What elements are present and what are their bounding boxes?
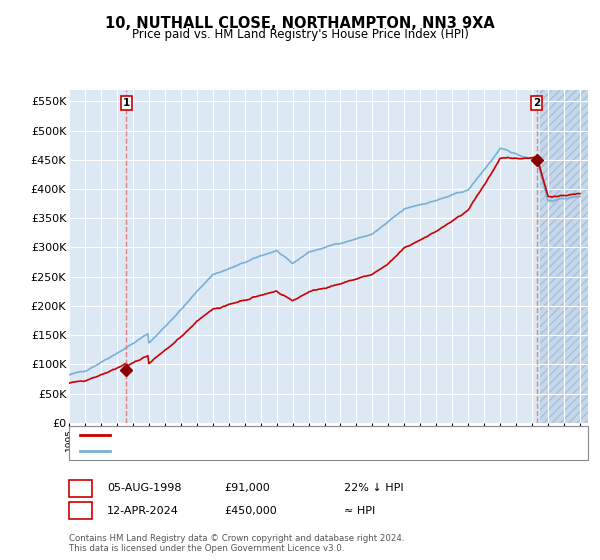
Text: 1: 1 <box>123 98 130 108</box>
Bar <box>540 90 588 423</box>
Text: 10, NUTHALL CLOSE, NORTHAMPTON, NN3 9XA (detached house): 10, NUTHALL CLOSE, NORTHAMPTON, NN3 9XA … <box>115 430 441 440</box>
Text: HPI: Average price, detached house, West Northamptonshire: HPI: Average price, detached house, West… <box>115 446 417 456</box>
Text: £91,000: £91,000 <box>224 483 269 493</box>
Text: 2: 2 <box>533 98 540 108</box>
Text: 10, NUTHALL CLOSE, NORTHAMPTON, NN3 9XA: 10, NUTHALL CLOSE, NORTHAMPTON, NN3 9XA <box>105 16 495 31</box>
Text: ≈ HPI: ≈ HPI <box>344 506 375 516</box>
Text: Price paid vs. HM Land Registry's House Price Index (HPI): Price paid vs. HM Land Registry's House … <box>131 28 469 41</box>
Text: 12-APR-2024: 12-APR-2024 <box>107 506 179 516</box>
Text: 2: 2 <box>77 506 84 516</box>
Text: 1: 1 <box>77 483 84 493</box>
Text: Contains HM Land Registry data © Crown copyright and database right 2024.
This d: Contains HM Land Registry data © Crown c… <box>69 534 404 553</box>
Text: 05-AUG-1998: 05-AUG-1998 <box>107 483 181 493</box>
Bar <box>540 90 588 423</box>
Text: £450,000: £450,000 <box>224 506 277 516</box>
Text: 22% ↓ HPI: 22% ↓ HPI <box>344 483 403 493</box>
